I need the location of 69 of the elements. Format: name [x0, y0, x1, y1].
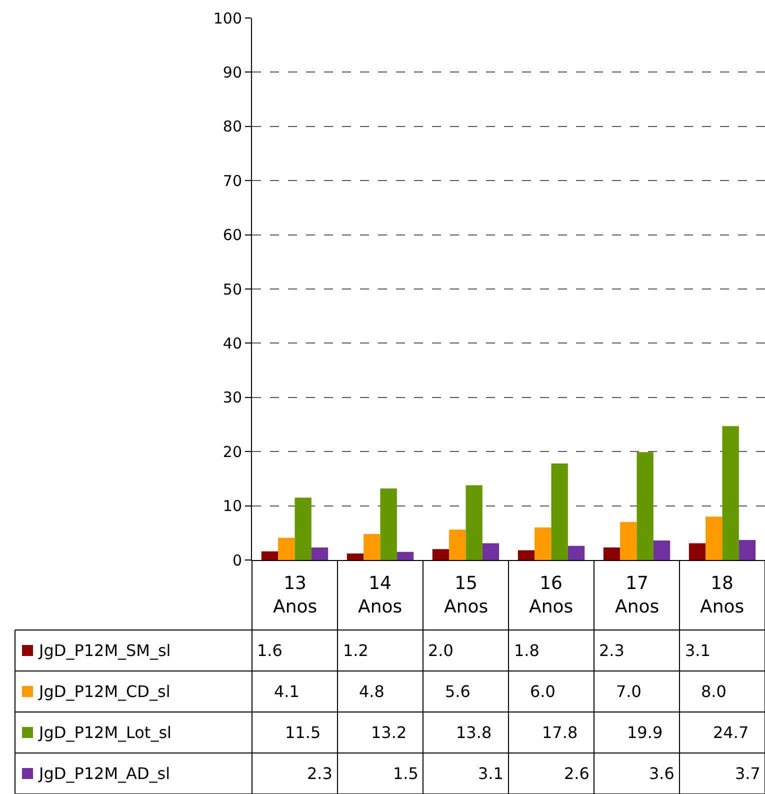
data-label: 17.8 [542, 723, 578, 742]
y-tick-label: 80 [222, 118, 242, 136]
data-label: 1.5 [393, 764, 418, 783]
data-label: 2.3 [599, 641, 624, 660]
data-label: 1.8 [514, 641, 540, 660]
data-label: 3.6 [649, 764, 674, 783]
data-label: 1.2 [343, 641, 368, 660]
x-tick-label: 15 Anos [444, 573, 488, 618]
y-tick-label: 70 [222, 172, 242, 190]
data-label: 8.0 [701, 682, 726, 701]
bar [688, 543, 706, 560]
x-tick-label: 17 Anos [615, 573, 660, 618]
x-tick-label: 14 Anos [358, 573, 402, 618]
bar [396, 552, 414, 560]
data-label: 13.2 [371, 723, 407, 742]
bar [551, 464, 568, 560]
data-label: 13.8 [456, 723, 492, 742]
legend-label: JgD_P12M_CD_sl [38, 682, 170, 701]
data-label: 3.1 [685, 641, 710, 660]
data-label: 2.3 [307, 764, 332, 783]
bar [603, 548, 620, 560]
data-label: 4.1 [274, 682, 300, 701]
data-label: 6.0 [530, 682, 556, 701]
data-label: 3.7 [735, 764, 760, 783]
bar [620, 522, 637, 560]
bar [534, 527, 552, 560]
bar [278, 538, 295, 560]
data-label: 3.1 [478, 764, 504, 783]
data-label: 19.9 [627, 723, 663, 742]
data-label: 4.8 [359, 682, 384, 701]
bar [636, 452, 654, 560]
bar [380, 488, 397, 560]
data-label: 2.0 [428, 641, 454, 660]
y-tick-label: 0 [232, 551, 242, 570]
y-tick-label: 60 [222, 226, 242, 244]
bar [738, 540, 756, 560]
bar [466, 485, 482, 560]
y-tick-label: 90 [222, 63, 242, 82]
bar [261, 551, 278, 560]
y-tick-label: 40 [222, 334, 242, 352]
data-label: 7.0 [616, 682, 642, 701]
bar [311, 548, 328, 560]
legend-label: JgD_P12M_Lot_sl [38, 723, 172, 742]
bar [449, 530, 466, 560]
bar [346, 554, 364, 560]
x-tick-label: 13 Anos [273, 573, 318, 618]
y-tick-label: 10 [222, 497, 242, 516]
data-label: 1.6 [257, 641, 282, 660]
data-label: 5.6 [445, 682, 470, 701]
y-tick-label: 100 [213, 9, 242, 28]
bar [294, 498, 312, 560]
bar [432, 549, 450, 560]
bar [706, 516, 722, 560]
bar [722, 426, 739, 560]
bar [568, 546, 585, 560]
legend-label: JgD_P12M_AD_sl [38, 764, 170, 783]
y-tick-label: 50 [222, 280, 242, 298]
legend-label: JgD_P12M_SM_sl [38, 641, 171, 660]
data-label: 24.7 [713, 723, 749, 742]
data-label: 2.6 [564, 764, 590, 783]
data-label: 11.5 [285, 723, 321, 742]
bar [653, 540, 670, 560]
bar [482, 543, 500, 560]
y-tick-label: 20 [222, 442, 242, 461]
bar [518, 550, 535, 560]
y-tick-label: 30 [222, 388, 242, 407]
x-tick-label: 16 Anos [529, 573, 574, 618]
x-tick-label: 18 Anos [700, 573, 744, 618]
bar [364, 534, 380, 560]
